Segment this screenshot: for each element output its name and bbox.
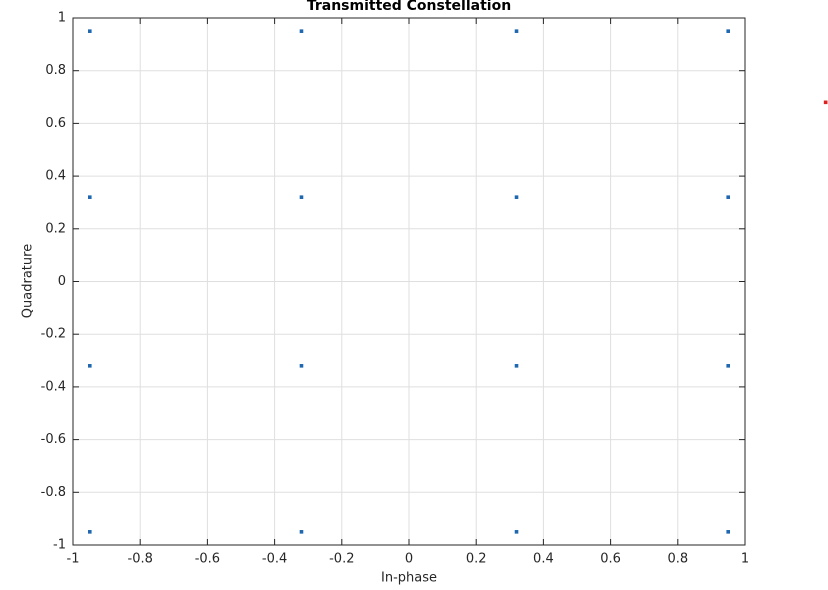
chart-title: Transmitted Constellation bbox=[307, 0, 511, 14]
y-tick-label: 0 bbox=[58, 274, 66, 289]
point bbox=[514, 364, 519, 368]
y-axis-label: Quadrature bbox=[21, 244, 36, 318]
x-tick-label: -1 bbox=[67, 552, 80, 567]
point bbox=[726, 530, 730, 534]
point bbox=[514, 195, 519, 199]
x-tick-label: 0.4 bbox=[533, 552, 554, 567]
y-tick-label: 1 bbox=[58, 11, 66, 26]
point bbox=[299, 364, 304, 368]
point bbox=[88, 29, 92, 33]
point bbox=[823, 100, 828, 105]
point bbox=[514, 530, 519, 534]
x-tick-label: 0.2 bbox=[466, 552, 487, 567]
point bbox=[88, 195, 92, 199]
x-tick-label: -0.4 bbox=[262, 552, 287, 567]
x-tick-label: 0.8 bbox=[667, 552, 688, 567]
point bbox=[299, 195, 304, 199]
point bbox=[88, 530, 92, 534]
y-tick-label: 0.8 bbox=[45, 63, 66, 78]
y-tick-label: -1 bbox=[53, 538, 66, 553]
point bbox=[726, 29, 730, 33]
y-tick-label: 0.2 bbox=[45, 221, 66, 236]
x-tick-label: 0 bbox=[405, 552, 413, 567]
x-tick-label: -0.8 bbox=[128, 552, 153, 567]
y-tick-label: -0.2 bbox=[41, 327, 66, 342]
point bbox=[726, 195, 730, 199]
point bbox=[514, 29, 519, 33]
y-tick-label: -0.4 bbox=[41, 379, 66, 394]
point bbox=[299, 29, 304, 33]
x-tick-label: -0.2 bbox=[329, 552, 354, 567]
x-axis-label: In-phase bbox=[381, 571, 437, 586]
point bbox=[88, 364, 92, 368]
x-tick-label: -0.6 bbox=[195, 552, 220, 567]
point bbox=[726, 364, 730, 368]
y-tick-label: 0.6 bbox=[45, 116, 66, 131]
x-tick-label: 1 bbox=[741, 552, 749, 567]
y-tick-label: -0.6 bbox=[41, 432, 66, 447]
y-tick-label: 0.4 bbox=[45, 169, 66, 184]
point bbox=[299, 530, 304, 534]
axes-box bbox=[72, 17, 746, 546]
y-tick-label: -0.8 bbox=[41, 485, 66, 500]
x-tick-label: 0.6 bbox=[600, 552, 621, 567]
